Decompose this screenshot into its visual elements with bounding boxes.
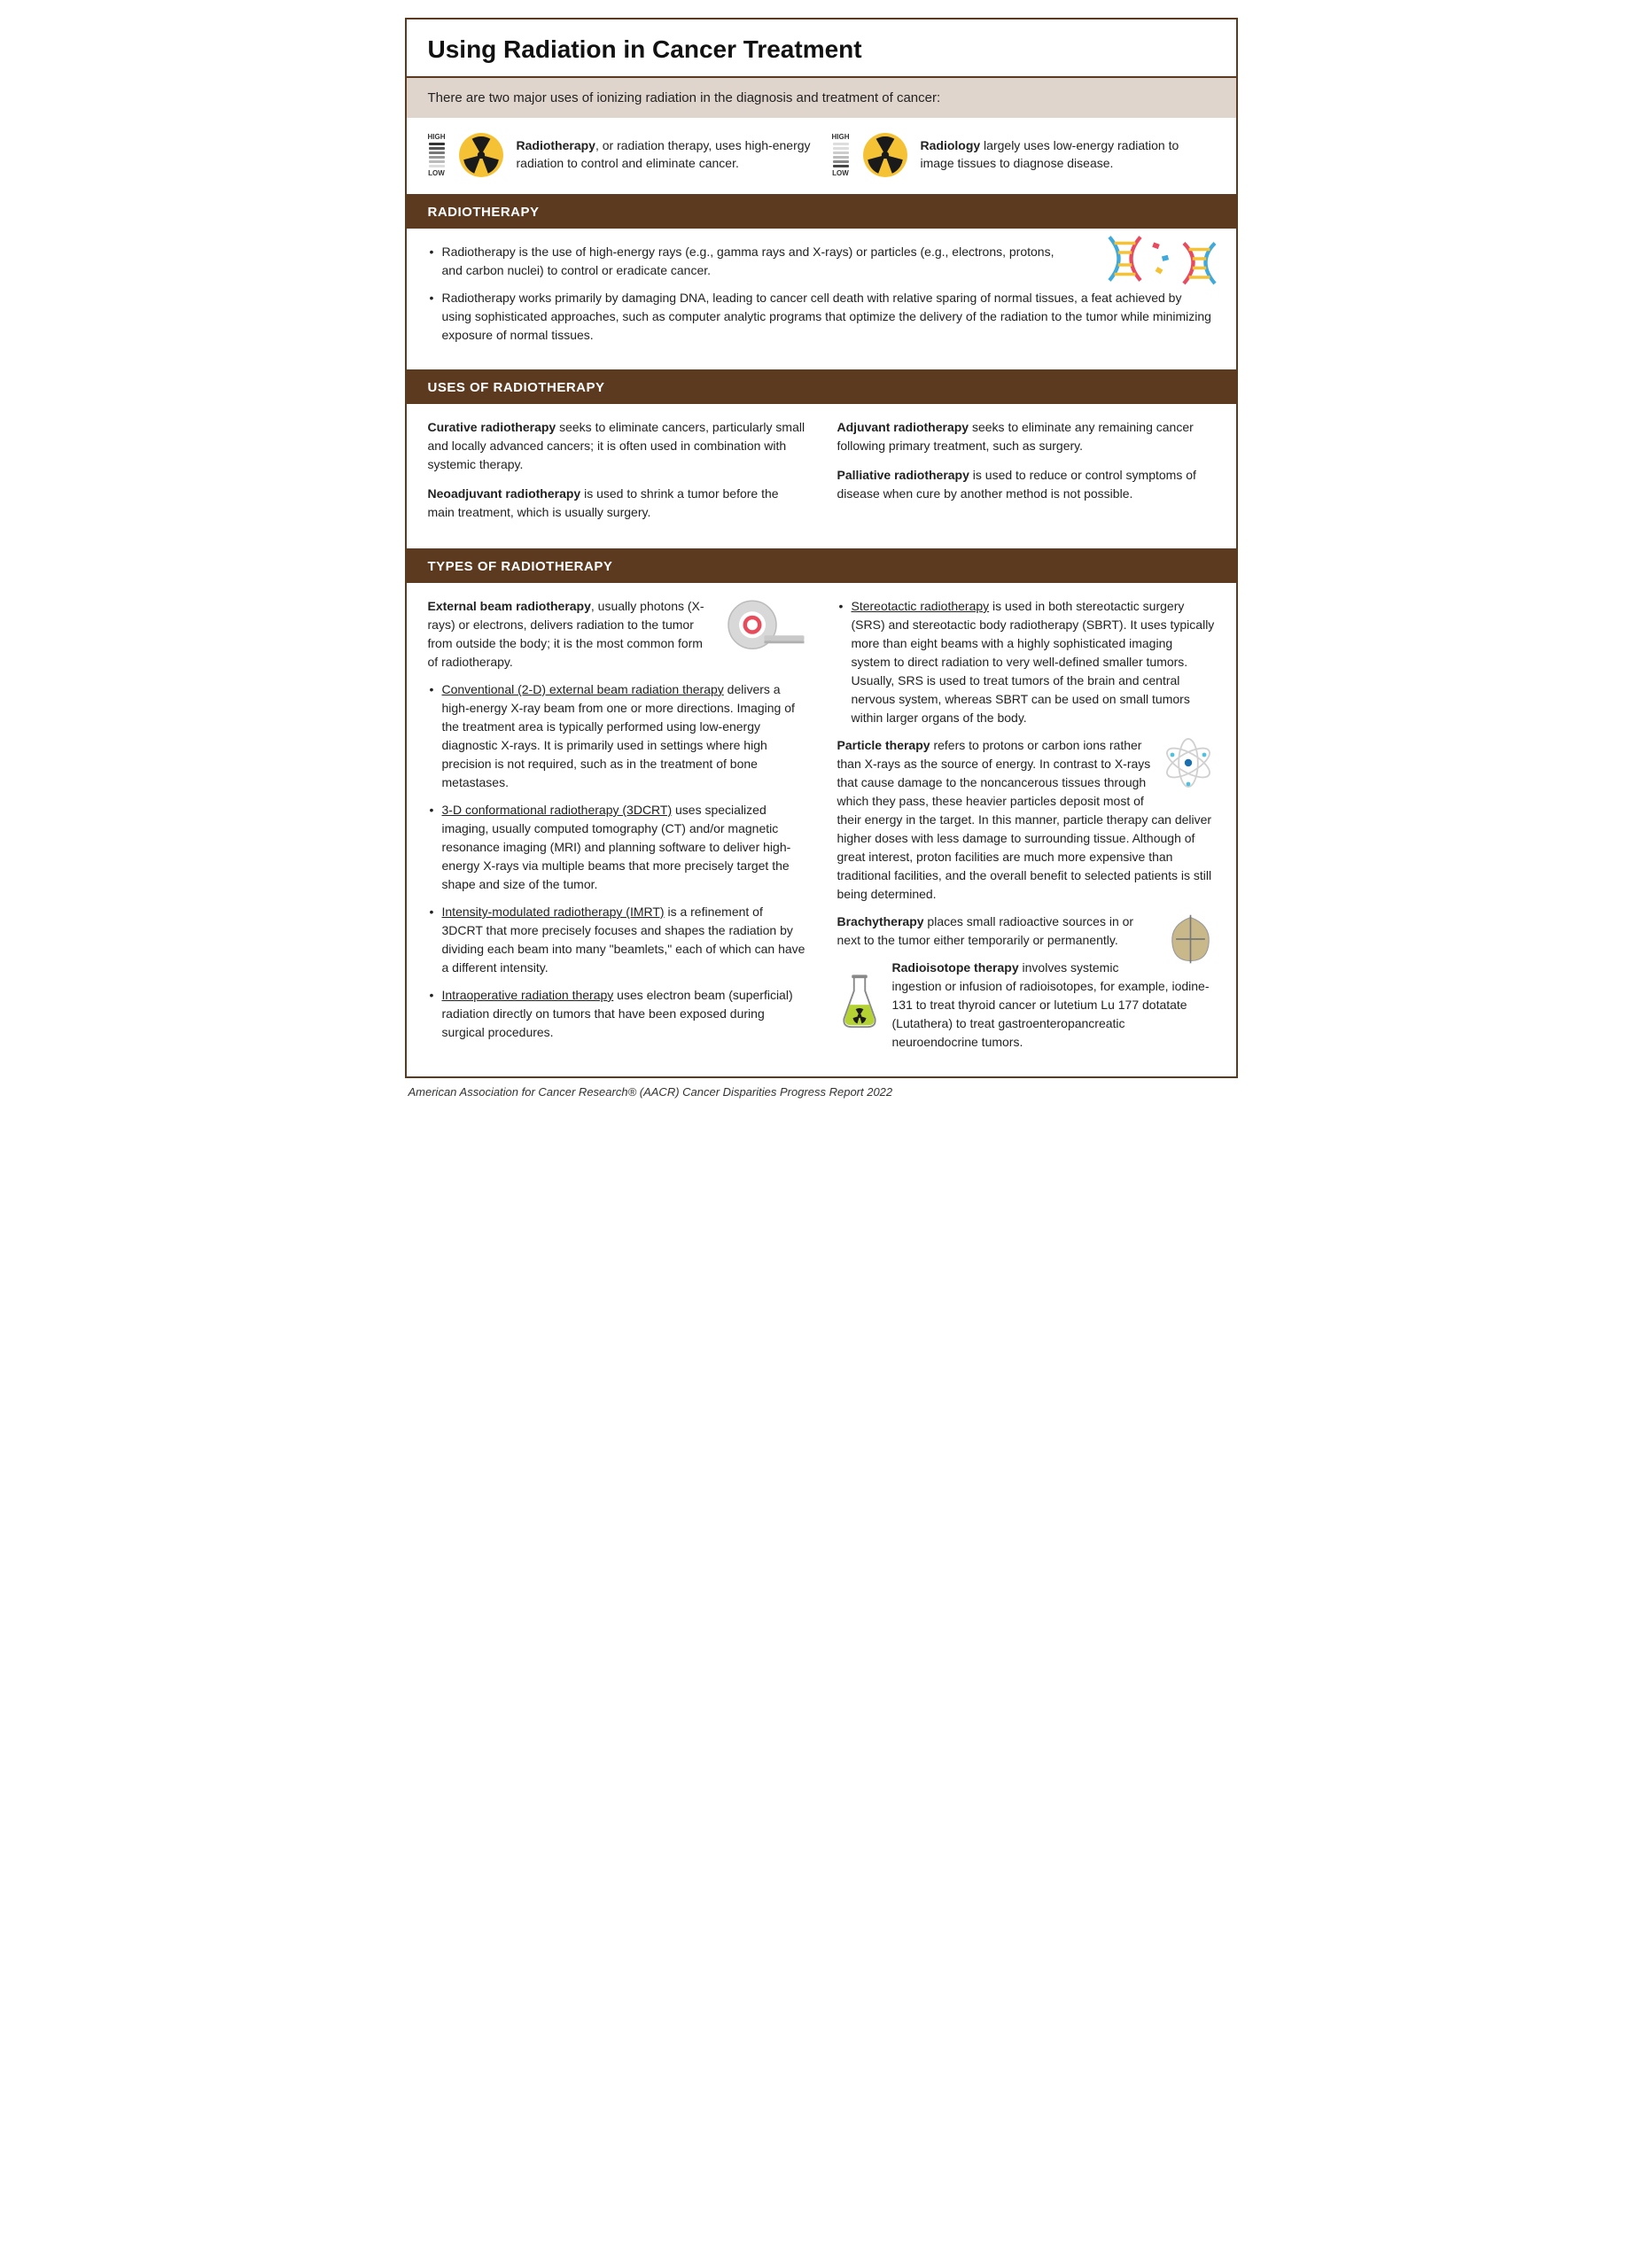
particle-para: Particle therapy refers to protons or ca…	[837, 736, 1215, 904]
radiotherapy-desc: Radiotherapy, or radiation therapy, uses…	[517, 137, 811, 172]
types-right-col: Stereotactic radiotherapy is used in bot…	[837, 597, 1215, 1060]
uses-columns: Curative radiotherapy seeks to eliminate…	[428, 418, 1215, 532]
list-item: 3-D conformational radiotherapy (3DCRT) …	[428, 801, 805, 894]
bullet-text: delivers a high-energy X-ray beam from o…	[442, 682, 795, 789]
types-left-col: External beam radiotherapy, usually phot…	[428, 597, 805, 1060]
list-item: Intensity-modulated radiotherapy (IMRT) …	[428, 903, 805, 977]
gauge-label-high-2: HIGH	[832, 133, 850, 141]
uses-bold: Curative radiotherapy	[428, 420, 556, 434]
section-header-types: TYPES OF RADIOTHERAPY	[407, 550, 1236, 583]
gauge-high: HIGH LOW	[428, 133, 446, 177]
footer-citation: American Association for Cancer Research…	[405, 1085, 1238, 1099]
radioiso-bold: Radioisotope therapy	[892, 960, 1019, 975]
radiology-bold: Radiology	[921, 138, 981, 152]
radiotherapy-icon-col: HIGH LOW Radiotherapy, or r	[428, 132, 811, 178]
section-body-uses: Curative radiotherapy seeks to eliminate…	[407, 404, 1236, 550]
uses-left-col: Curative radiotherapy seeks to eliminate…	[428, 418, 805, 532]
types-right-bullets: Stereotactic radiotherapy is used in bot…	[837, 597, 1215, 727]
icon-columns: HIGH LOW Radiotherapy, or r	[407, 118, 1236, 196]
radiology-icon-col: HIGH LOW Radiology largely	[832, 132, 1215, 178]
uses-item: Curative radiotherapy seeks to eliminate…	[428, 418, 805, 474]
bullet-underline: Stereotactic radiotherapy	[852, 599, 990, 613]
section-body-types: External beam radiotherapy, usually phot…	[407, 583, 1236, 1076]
list-item: Stereotactic radiotherapy is used in bot…	[837, 597, 1215, 727]
intro-bar: There are two major uses of ionizing rad…	[407, 76, 1236, 118]
bullet-underline: Conventional (2-D) external beam radiati…	[442, 682, 724, 696]
types-left-bullets: Conventional (2-D) external beam radiati…	[428, 680, 805, 1042]
particle-bold: Particle therapy	[837, 738, 930, 752]
gauge-label-low: LOW	[428, 169, 445, 177]
gauge-bars-low	[833, 143, 849, 167]
section-body-radiotherapy: Radiotherapy is the use of high-energy r…	[407, 229, 1236, 371]
gauge-label-high: HIGH	[428, 133, 446, 141]
ext-beam-bold: External beam radiotherapy	[428, 599, 591, 613]
bullet-underline: Intraoperative radiation therapy	[442, 988, 614, 1002]
title-block: Using Radiation in Cancer Treatment	[407, 19, 1236, 76]
bullet-underline: 3-D conformational radiotherapy (3DCRT)	[442, 803, 673, 817]
radiotherapy-bullets: Radiotherapy is the use of high-energy r…	[428, 243, 1215, 345]
brachy-bold: Brachytherapy	[837, 914, 924, 928]
gauge-bars-high	[429, 143, 445, 167]
uses-bold: Adjuvant radiotherapy	[837, 420, 969, 434]
uses-bold: Neoadjuvant radiotherapy	[428, 486, 581, 501]
uses-item: Adjuvant radiotherapy seeks to eliminate…	[837, 418, 1215, 455]
machine-icon	[726, 597, 805, 659]
bullet-underline: Intensity-modulated radiotherapy (IMRT)	[442, 905, 665, 919]
brachy-icon	[1166, 913, 1215, 966]
section-header-uses: USES OF RADIOTHERAPY	[407, 371, 1236, 404]
types-columns: External beam radiotherapy, usually phot…	[428, 597, 1215, 1060]
list-item: Intraoperative radiation therapy uses el…	[428, 986, 805, 1042]
list-item: Conventional (2-D) external beam radiati…	[428, 680, 805, 792]
page-container: Using Radiation in Cancer Treatment Ther…	[405, 18, 1238, 1078]
uses-right-col: Adjuvant radiotherapy seeks to eliminate…	[837, 418, 1215, 532]
list-item: Radiotherapy works primarily by damaging…	[428, 289, 1215, 345]
gauge-low: HIGH LOW	[832, 133, 850, 177]
atom-icon	[1162, 736, 1215, 789]
page-title: Using Radiation in Cancer Treatment	[428, 35, 1215, 64]
flask-icon	[837, 971, 882, 1033]
particle-text: refers to protons or carbon ions rather …	[837, 738, 1212, 901]
radiology-desc: Radiology largely uses low-energy radiat…	[921, 137, 1215, 172]
gauge-label-low-2: LOW	[832, 169, 849, 177]
list-item: Radiotherapy is the use of high-energy r…	[428, 243, 1215, 280]
radiation-icon	[458, 132, 504, 178]
uses-item: Palliative radiotherapy is used to reduc…	[837, 466, 1215, 503]
uses-item: Neoadjuvant radiotherapy is used to shri…	[428, 485, 805, 522]
radioiso-para: Radioisotope therapy involves systemic i…	[837, 959, 1215, 1052]
brachy-para: Brachytherapy places small radioactive s…	[837, 913, 1215, 950]
radiotherapy-bold: Radiotherapy	[517, 138, 595, 152]
bullet-text: is used in both stereotactic surgery (SR…	[852, 599, 1215, 725]
uses-bold: Palliative radiotherapy	[837, 468, 969, 482]
radiation-icon-2	[862, 132, 908, 178]
